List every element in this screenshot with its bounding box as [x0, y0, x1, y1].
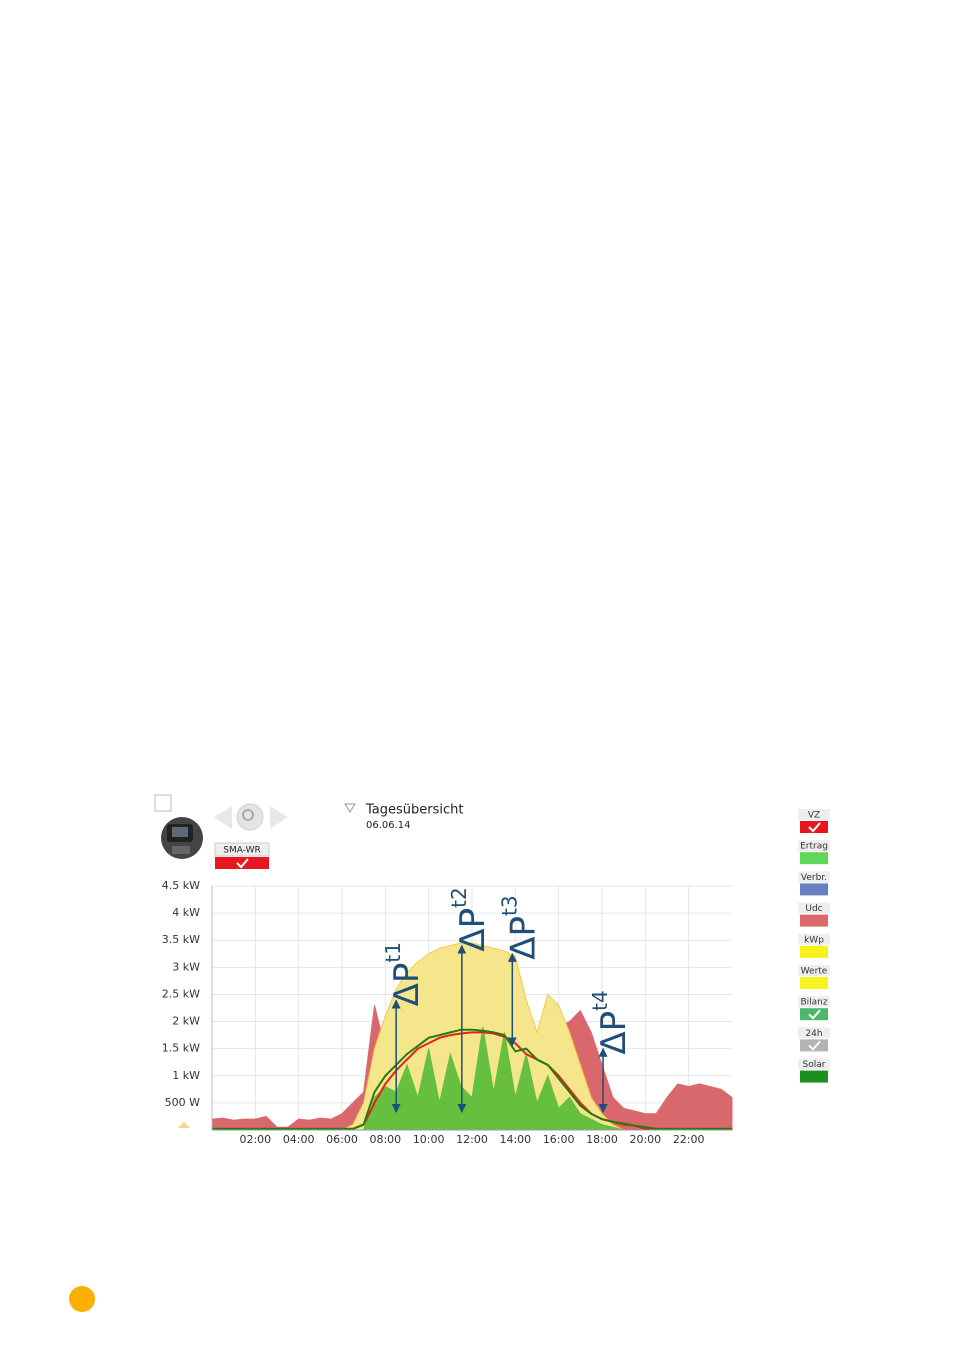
delta-symbol: ΔP [452, 908, 492, 952]
x-tick-label: 18:00 [586, 1133, 618, 1146]
x-tick-label: 04:00 [283, 1133, 315, 1146]
legend-swatch[interactable] [800, 883, 828, 896]
check-icon [808, 1040, 821, 1051]
legend-swatch[interactable] [800, 821, 828, 833]
y-tick-label: 500 W [165, 1096, 200, 1109]
legend-label-box [798, 996, 830, 1008]
legend-label: Udc [805, 904, 822, 914]
y-tick-label: 1 kW [172, 1069, 200, 1082]
legend-label: Verbr. [801, 873, 827, 883]
delta-symbol: ΔP [503, 916, 543, 960]
y-tick-label: 1.5 kW [162, 1042, 200, 1055]
legend-swatch[interactable] [800, 1070, 828, 1083]
legend-label-box [798, 902, 830, 914]
x-tick-label: 10:00 [413, 1133, 445, 1146]
y-tick-label: 3.5 kW [162, 933, 200, 946]
legend-label: Werte [801, 967, 828, 977]
legend-label: Bilanz [800, 998, 827, 1008]
legend-swatch[interactable] [800, 1008, 828, 1021]
check-icon [236, 858, 249, 869]
checkbox[interactable] [154, 794, 172, 812]
legend-swatch[interactable] [800, 945, 828, 958]
legend-label: 24h [805, 1029, 822, 1039]
delta-symbol: ΔP [594, 1011, 634, 1055]
delta-sub: t2 [446, 887, 470, 908]
chart-title: Tagesübersicht [365, 803, 463, 818]
x-tick-label: 16:00 [543, 1133, 575, 1146]
device-label: SMA-WR [223, 846, 260, 856]
delta-label: ΔPt3 [497, 895, 543, 959]
delta-label: ΔPt4 [588, 990, 634, 1054]
legend-label-box [798, 871, 830, 883]
y-tick-label: 4.5 kW [162, 879, 200, 892]
legend-label-box [798, 809, 830, 820]
y-tick-label: 2.5 kW [162, 987, 200, 1000]
device-label-box [214, 842, 270, 857]
delta-sub: t4 [588, 990, 612, 1011]
x-tick-label: 20:00 [629, 1133, 661, 1146]
check-icon [808, 822, 821, 833]
legend-label-box [798, 965, 830, 976]
x-tick-label: 12:00 [456, 1133, 488, 1146]
legend-swatch[interactable] [800, 977, 828, 989]
check-icon [808, 1009, 821, 1020]
y-tick-label: 3 kW [172, 960, 200, 973]
legend-label: kWp [804, 935, 824, 945]
prev-button[interactable] [214, 806, 232, 829]
legend-label-box [798, 1027, 830, 1039]
y-tick-label: 2 kW [172, 1015, 200, 1028]
legend-swatch[interactable] [800, 1039, 828, 1052]
legend-swatch[interactable] [800, 914, 828, 927]
legend-label: Ertrag [800, 842, 828, 852]
x-tick-label: 02:00 [239, 1133, 271, 1146]
device-icon [161, 817, 203, 859]
delta-symbol: ΔP [387, 963, 427, 1007]
x-tick-label: 06:00 [326, 1133, 358, 1146]
zoom-button[interactable] [236, 803, 264, 831]
y-tick-label: 4 kW [172, 906, 200, 919]
legend-swatch[interactable] [800, 852, 828, 865]
delta-sub: t1 [381, 942, 405, 963]
page-dot [69, 1286, 95, 1312]
x-tick-label: 14:00 [499, 1133, 531, 1146]
x-tick-label: 08:00 [369, 1133, 401, 1146]
next-button[interactable] [270, 806, 288, 829]
legend-label: Solar [803, 1060, 826, 1070]
chart-subtitle: 06.06.14 [366, 820, 411, 831]
zoom-icon [242, 809, 254, 821]
origin-icon [178, 1122, 190, 1128]
legend-label-box [798, 1058, 830, 1070]
legend-label-box [798, 840, 830, 852]
delta-label: ΔPt1 [381, 942, 427, 1006]
legend-label: VZ [808, 811, 820, 821]
x-tick-label: 22:00 [673, 1133, 705, 1146]
line-4 [212, 1028, 732, 1130]
delta-sub: t3 [497, 895, 521, 916]
legend-label-box [798, 933, 830, 945]
device-toggle[interactable] [215, 857, 269, 869]
delta-label: ΔPt2 [446, 887, 492, 951]
title-toggle[interactable] [344, 803, 356, 813]
